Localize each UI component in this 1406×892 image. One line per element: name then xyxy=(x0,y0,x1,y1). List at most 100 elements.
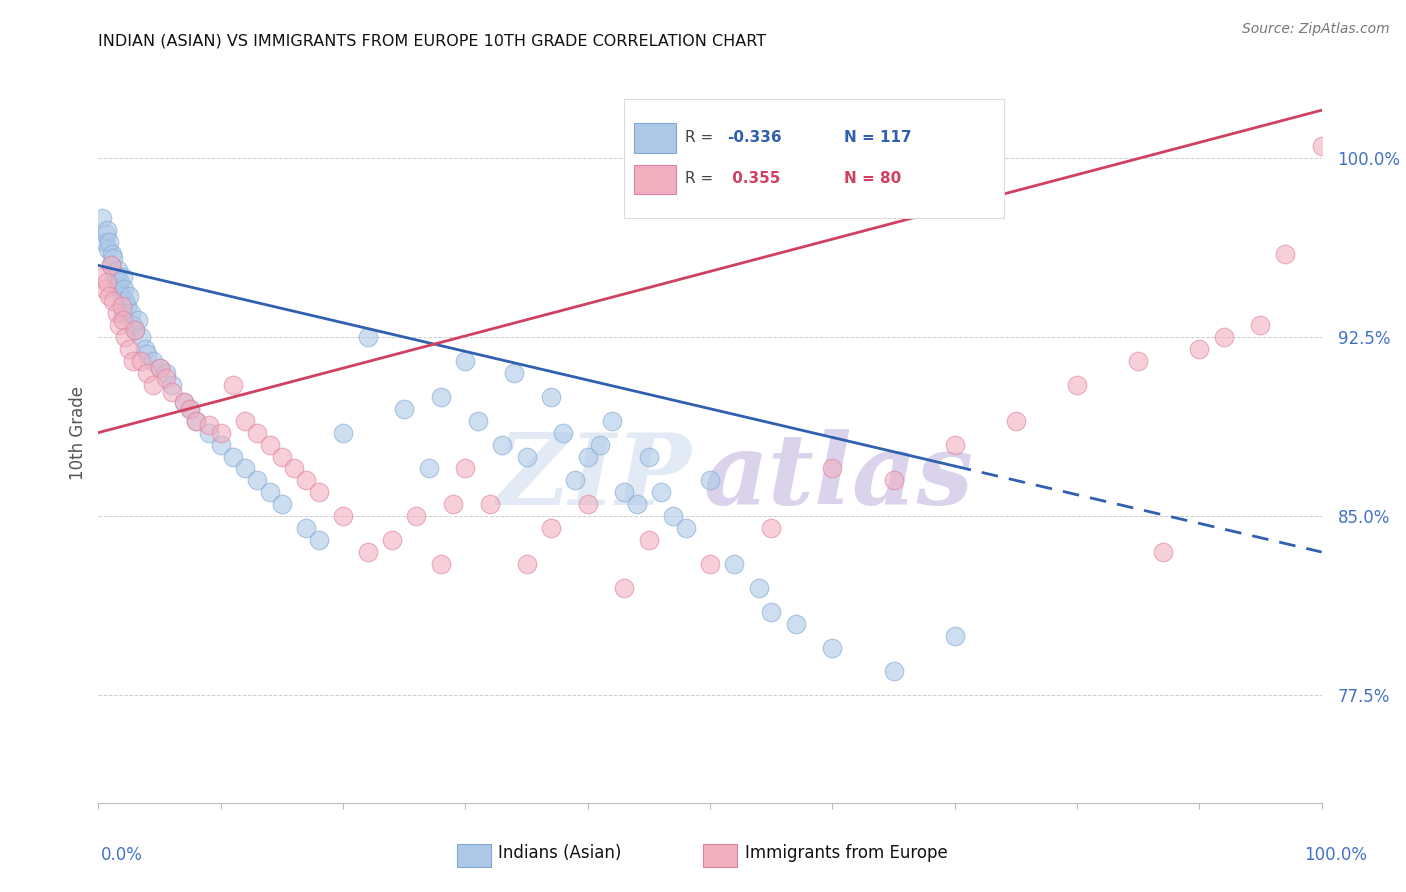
Text: Source: ZipAtlas.com: Source: ZipAtlas.com xyxy=(1241,22,1389,37)
Point xyxy=(1188,342,1211,356)
Point xyxy=(111,306,134,320)
Point xyxy=(540,521,562,535)
Point xyxy=(821,640,844,655)
Point xyxy=(943,437,966,451)
Point xyxy=(699,474,721,488)
Point xyxy=(553,425,575,440)
Point xyxy=(104,273,127,287)
Point xyxy=(259,485,281,500)
Point xyxy=(111,313,134,327)
Point xyxy=(173,394,195,409)
Point xyxy=(94,227,117,242)
Text: ZIP: ZIP xyxy=(496,429,692,525)
Point xyxy=(233,461,256,475)
Point xyxy=(111,270,134,285)
Point xyxy=(650,485,672,500)
Point xyxy=(503,366,526,380)
Point xyxy=(209,437,232,451)
Point xyxy=(576,450,599,464)
Point xyxy=(516,450,538,464)
Point xyxy=(454,354,477,368)
Point xyxy=(114,330,136,344)
Point xyxy=(295,521,318,535)
Text: 0.0%: 0.0% xyxy=(101,846,143,863)
Point xyxy=(467,414,489,428)
Point xyxy=(111,299,134,313)
Point xyxy=(142,377,165,392)
Point xyxy=(101,246,124,260)
Text: INDIAN (ASIAN) VS IMMIGRANTS FROM EUROPE 10TH GRADE CORRELATION CHART: INDIAN (ASIAN) VS IMMIGRANTS FROM EUROPE… xyxy=(98,34,766,49)
Point xyxy=(723,557,745,571)
Text: 100.0%: 100.0% xyxy=(1303,846,1367,863)
Point xyxy=(1152,545,1174,559)
Point xyxy=(160,384,183,399)
Point xyxy=(209,425,232,440)
Point xyxy=(699,557,721,571)
Point xyxy=(1212,330,1234,344)
Point xyxy=(600,414,623,428)
Point xyxy=(197,418,219,433)
Point xyxy=(124,323,146,337)
Point xyxy=(121,354,143,368)
Point xyxy=(121,318,143,333)
Point xyxy=(93,282,115,296)
Point xyxy=(246,474,269,488)
Point xyxy=(101,252,124,266)
Point xyxy=(883,474,905,488)
Point xyxy=(332,425,354,440)
Point xyxy=(441,497,464,511)
Point xyxy=(233,414,256,428)
Point xyxy=(186,414,208,428)
Point xyxy=(356,545,378,559)
Point xyxy=(115,299,138,313)
Text: atlas: atlas xyxy=(704,429,974,525)
Point xyxy=(516,557,538,571)
Point xyxy=(98,289,121,303)
Point xyxy=(821,461,844,475)
Point xyxy=(93,235,115,249)
Point xyxy=(155,366,177,380)
Point xyxy=(356,330,378,344)
Point xyxy=(308,485,330,500)
Point xyxy=(120,306,142,320)
Point xyxy=(149,361,172,376)
Point xyxy=(97,242,120,256)
Point xyxy=(270,497,294,511)
Point xyxy=(270,450,294,464)
Point xyxy=(136,366,159,380)
Point xyxy=(179,401,201,416)
Point xyxy=(589,437,612,451)
Point xyxy=(675,521,697,535)
Point xyxy=(105,306,128,320)
Point xyxy=(295,474,318,488)
Point xyxy=(155,370,177,384)
Point xyxy=(748,581,770,595)
Point xyxy=(134,342,156,356)
Point xyxy=(105,270,128,285)
Point xyxy=(108,318,131,333)
Point xyxy=(418,461,440,475)
Point xyxy=(197,425,219,440)
Point xyxy=(114,294,136,309)
Point xyxy=(613,581,636,595)
Point xyxy=(1004,414,1026,428)
Point xyxy=(1310,139,1333,153)
Point xyxy=(883,665,905,679)
Point xyxy=(96,222,118,236)
Point xyxy=(308,533,330,547)
Point xyxy=(127,313,149,327)
Point xyxy=(111,289,134,303)
Point xyxy=(100,259,122,273)
Point xyxy=(129,330,152,344)
Point xyxy=(491,437,513,451)
Point xyxy=(613,485,636,500)
Point xyxy=(101,294,124,309)
Point xyxy=(118,342,141,356)
Point xyxy=(96,275,118,289)
Point xyxy=(246,425,269,440)
Point xyxy=(136,347,159,361)
Point xyxy=(283,461,305,475)
Point xyxy=(576,497,599,511)
Text: Indians (Asian): Indians (Asian) xyxy=(498,844,621,862)
Point xyxy=(129,354,152,368)
